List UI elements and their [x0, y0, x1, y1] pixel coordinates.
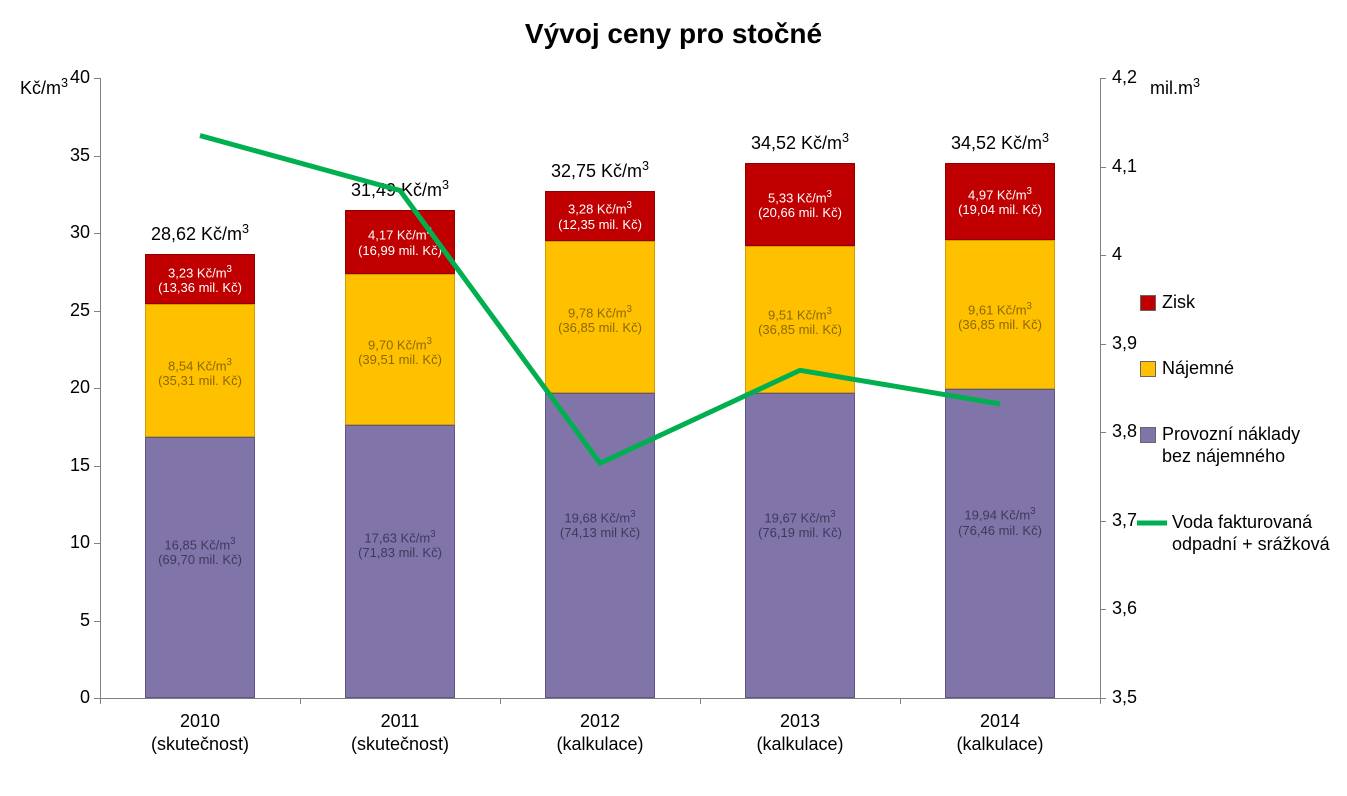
- chart-container: Vývoj ceny pro stočné05101520253035403,5…: [0, 0, 1347, 796]
- legend-label: Nájemné: [1162, 358, 1234, 380]
- legend-swatch: [1140, 427, 1156, 443]
- line-series: [200, 136, 1000, 464]
- legend-label: Zisk: [1162, 292, 1195, 314]
- legend-label: Provozní náklady bez nájemného: [1162, 424, 1300, 467]
- legend-swatch: [1140, 361, 1156, 377]
- line-series-layer: [0, 0, 1347, 796]
- legend-swatch: [1140, 295, 1156, 311]
- legend-label: Voda fakturovaná odpadní + srážková: [1172, 512, 1330, 555]
